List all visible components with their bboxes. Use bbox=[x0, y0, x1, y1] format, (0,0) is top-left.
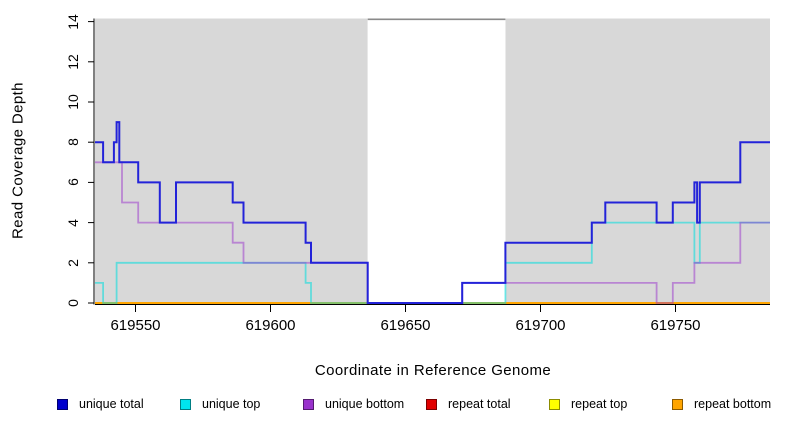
masked-region bbox=[95, 18, 368, 304]
y-tick-label: 10 bbox=[65, 94, 81, 110]
legend-swatch-icon bbox=[57, 398, 68, 410]
legend: unique total unique top unique bottom repea… bbox=[57, 397, 792, 411]
legend-item-repeat-bottom: repeat bottom bbox=[672, 397, 792, 411]
legend-label: repeat bottom bbox=[694, 397, 772, 411]
legend-swatch-icon bbox=[672, 398, 683, 410]
legend-swatch-icon bbox=[426, 398, 437, 410]
legend-label: unique bottom bbox=[325, 397, 405, 411]
legend-label: unique total bbox=[79, 397, 144, 411]
legend-item-unique-top: unique top bbox=[180, 397, 303, 411]
y-axis-title: Read Coverage Depth bbox=[9, 82, 27, 239]
legend-swatch-icon bbox=[549, 398, 560, 410]
series-line-unique-total bbox=[95, 121, 770, 304]
y-tick-label: 2 bbox=[65, 258, 81, 267]
y-tick-label: 14 bbox=[65, 13, 81, 30]
legend-label: unique top bbox=[202, 397, 261, 411]
legend-item-unique-total: unique total bbox=[57, 397, 180, 411]
legend-label: repeat top bbox=[571, 397, 628, 411]
x-tick-label: 619650 bbox=[380, 317, 431, 334]
y-tick-label: 4 bbox=[65, 218, 81, 227]
x-axis-title: Coordinate in Reference Genome bbox=[314, 362, 552, 379]
unmasked-region bbox=[367, 18, 506, 304]
y-tick-label: 0 bbox=[65, 299, 81, 307]
legend-item-repeat-total: repeat total bbox=[426, 397, 549, 411]
legend-item-repeat-top: repeat top bbox=[549, 397, 672, 411]
legend-swatch-icon bbox=[180, 398, 191, 410]
legend-swatch-icon bbox=[303, 398, 314, 410]
y-tick-label: 12 bbox=[65, 54, 81, 70]
legend-label: repeat total bbox=[448, 397, 511, 411]
x-tick-label: 619750 bbox=[650, 317, 701, 334]
x-tick-label: 619600 bbox=[245, 317, 296, 334]
y-tick-label: 6 bbox=[65, 178, 81, 187]
x-tick-label: 619700 bbox=[515, 317, 566, 334]
x-tick-label: 619550 bbox=[110, 317, 161, 334]
y-tick-label: 8 bbox=[65, 138, 81, 147]
legend-item-unique-bottom: unique bottom bbox=[303, 397, 426, 411]
masked-region bbox=[505, 18, 770, 304]
